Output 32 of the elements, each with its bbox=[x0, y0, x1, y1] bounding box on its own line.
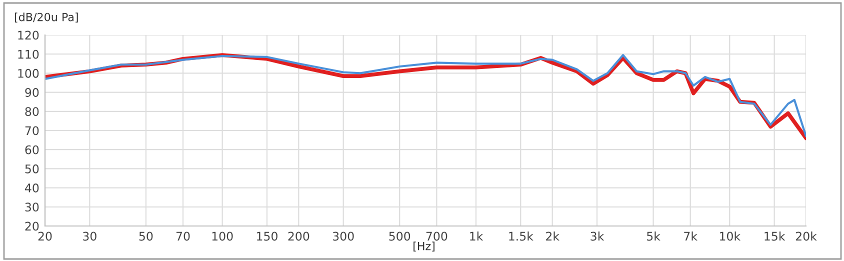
x-tick-label: 500 bbox=[389, 232, 410, 241]
y-axis-title: [dB/20u Pa] bbox=[14, 12, 78, 23]
y-tick-label: 80 bbox=[25, 107, 39, 116]
y-tick-label: 20 bbox=[25, 222, 39, 231]
y-tick-label: 120 bbox=[18, 30, 39, 40]
x-tick-label: 20 bbox=[38, 232, 52, 241]
x-tick-label: 3k bbox=[590, 232, 604, 241]
x-tick-label: 10k bbox=[720, 232, 741, 241]
y-tick-label: 60 bbox=[25, 145, 39, 154]
x-tick-label: 5k bbox=[647, 232, 660, 241]
x-tick-label: 1.5k bbox=[509, 232, 534, 241]
y-tick-label: 30 bbox=[25, 202, 39, 212]
x-tick-label: 200 bbox=[288, 232, 310, 241]
x-tick-label: 150 bbox=[257, 232, 278, 241]
x-tick-label: 700 bbox=[426, 232, 448, 241]
y-tick-label: 40 bbox=[25, 184, 39, 192]
x-tick-label: 300 bbox=[332, 232, 354, 241]
y-tick-label: 100 bbox=[18, 68, 39, 78]
x-tick-label: 70 bbox=[176, 232, 190, 241]
x-tick-label: 15k bbox=[764, 232, 786, 241]
x-axis-title: [Hz] bbox=[414, 242, 434, 252]
x-tick-label: 2k bbox=[546, 232, 560, 241]
y-tick-label: 90 bbox=[25, 88, 39, 97]
x-tick-label: 50 bbox=[139, 232, 153, 241]
x-tick-label: 20k bbox=[796, 232, 817, 241]
y-tick-label: 70 bbox=[25, 126, 39, 136]
x-tick-label: 30 bbox=[83, 232, 96, 241]
x-tick-label: 7k bbox=[684, 232, 698, 241]
x-tick-label: 1k bbox=[470, 232, 484, 241]
y-tick-label: 50 bbox=[25, 164, 39, 174]
y-tick-label: 110 bbox=[18, 50, 39, 59]
x-tick-label: 100 bbox=[212, 232, 233, 241]
